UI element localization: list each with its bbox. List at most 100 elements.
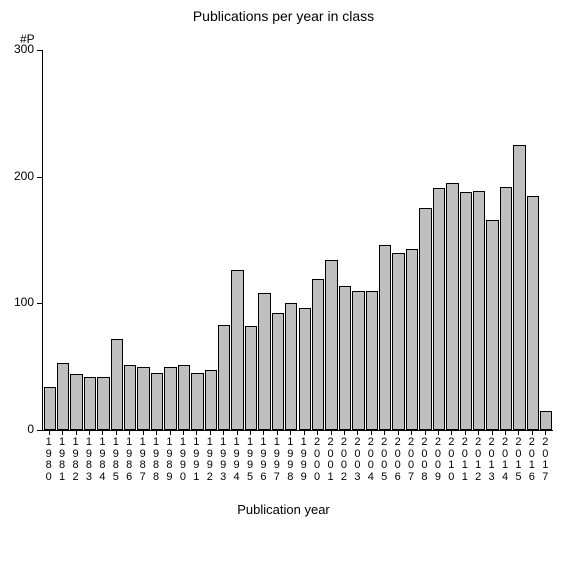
x-tick-label: 1989 (163, 437, 176, 483)
x-tick (89, 430, 90, 435)
x-tick (545, 430, 546, 435)
x-tick (425, 430, 426, 435)
bar (460, 192, 472, 430)
x-tick-label: 1997 (270, 437, 283, 483)
y-tick (37, 50, 42, 51)
bar (392, 253, 404, 430)
x-tick (357, 430, 358, 435)
x-tick (505, 430, 506, 435)
x-tick (304, 430, 305, 435)
bar (379, 245, 391, 430)
x-tick-label: 1993 (216, 437, 229, 483)
bar (191, 373, 203, 430)
x-tick (237, 430, 238, 435)
x-tick-label: 1999 (297, 437, 310, 483)
x-tick-label: 1991 (190, 437, 203, 483)
x-tick (116, 430, 117, 435)
bar (272, 313, 284, 430)
x-tick-label: 2017 (539, 437, 552, 483)
bar (527, 196, 539, 430)
plot-area (42, 50, 553, 431)
bar (231, 270, 243, 430)
x-tick-label: 2014 (498, 437, 511, 483)
bar (433, 188, 445, 430)
y-tick-label: 300 (0, 42, 34, 56)
bar (540, 411, 552, 430)
x-tick (411, 430, 412, 435)
x-tick-label: 1985 (109, 437, 122, 483)
bar (84, 377, 96, 430)
x-tick (250, 430, 251, 435)
x-tick-label: 1990 (176, 437, 189, 483)
y-tick (37, 303, 42, 304)
bar (70, 374, 82, 430)
x-tick (263, 430, 264, 435)
x-tick (532, 430, 533, 435)
bar (111, 339, 123, 430)
x-tick-label: 2005 (378, 437, 391, 483)
x-tick-label: 1984 (96, 437, 109, 483)
bar (97, 377, 109, 430)
x-tick (156, 430, 157, 435)
bar (245, 326, 257, 430)
x-tick (451, 430, 452, 435)
x-tick-label: 2000 (310, 437, 323, 483)
y-tick (37, 430, 42, 431)
bar (446, 183, 458, 430)
x-tick-label: 1982 (69, 437, 82, 483)
bar (218, 325, 230, 430)
x-tick-label: 2016 (525, 437, 538, 483)
x-tick (102, 430, 103, 435)
x-tick-label: 2012 (471, 437, 484, 483)
x-tick-label: 2004 (364, 437, 377, 483)
x-tick-label: 2013 (485, 437, 498, 483)
bar (325, 260, 337, 430)
y-tick-label: 200 (0, 169, 34, 183)
x-tick (183, 430, 184, 435)
x-axis-title: Publication year (0, 502, 567, 517)
x-tick (210, 430, 211, 435)
x-tick-label: 1986 (123, 437, 136, 483)
y-tick (37, 177, 42, 178)
bar (339, 286, 351, 430)
x-tick-label: 1980 (42, 437, 55, 483)
x-tick-label: 1995 (243, 437, 256, 483)
x-tick (143, 430, 144, 435)
x-tick-label: 2009 (431, 437, 444, 483)
x-tick-label: 1996 (257, 437, 270, 483)
bar (124, 365, 136, 430)
x-tick-label: 2015 (512, 437, 525, 483)
x-tick-label: 2001 (324, 437, 337, 483)
x-tick-label: 1981 (55, 437, 68, 483)
x-tick (478, 430, 479, 435)
bar (299, 308, 311, 430)
bar (164, 367, 176, 430)
x-tick (398, 430, 399, 435)
y-tick-label: 100 (0, 295, 34, 309)
x-tick (492, 430, 493, 435)
x-tick (49, 430, 50, 435)
bar (205, 370, 217, 430)
x-tick-label: 1987 (136, 437, 149, 483)
x-tick (331, 430, 332, 435)
x-tick-label: 2006 (391, 437, 404, 483)
bar (406, 249, 418, 430)
x-tick (129, 430, 130, 435)
x-tick (277, 430, 278, 435)
x-tick (384, 430, 385, 435)
x-tick-label: 2008 (418, 437, 431, 483)
bar (285, 303, 297, 430)
bar (366, 291, 378, 430)
x-tick (371, 430, 372, 435)
x-tick (62, 430, 63, 435)
x-tick (465, 430, 466, 435)
x-tick-label: 2003 (351, 437, 364, 483)
x-tick-label: 1988 (149, 437, 162, 483)
chart-title: Publications per year in class (0, 8, 567, 24)
x-tick (317, 430, 318, 435)
x-tick-label: 2002 (337, 437, 350, 483)
bar (258, 293, 270, 430)
chart-container: Publications per year in class #P Public… (0, 0, 567, 567)
x-tick-label: 1998 (284, 437, 297, 483)
bar (486, 220, 498, 430)
